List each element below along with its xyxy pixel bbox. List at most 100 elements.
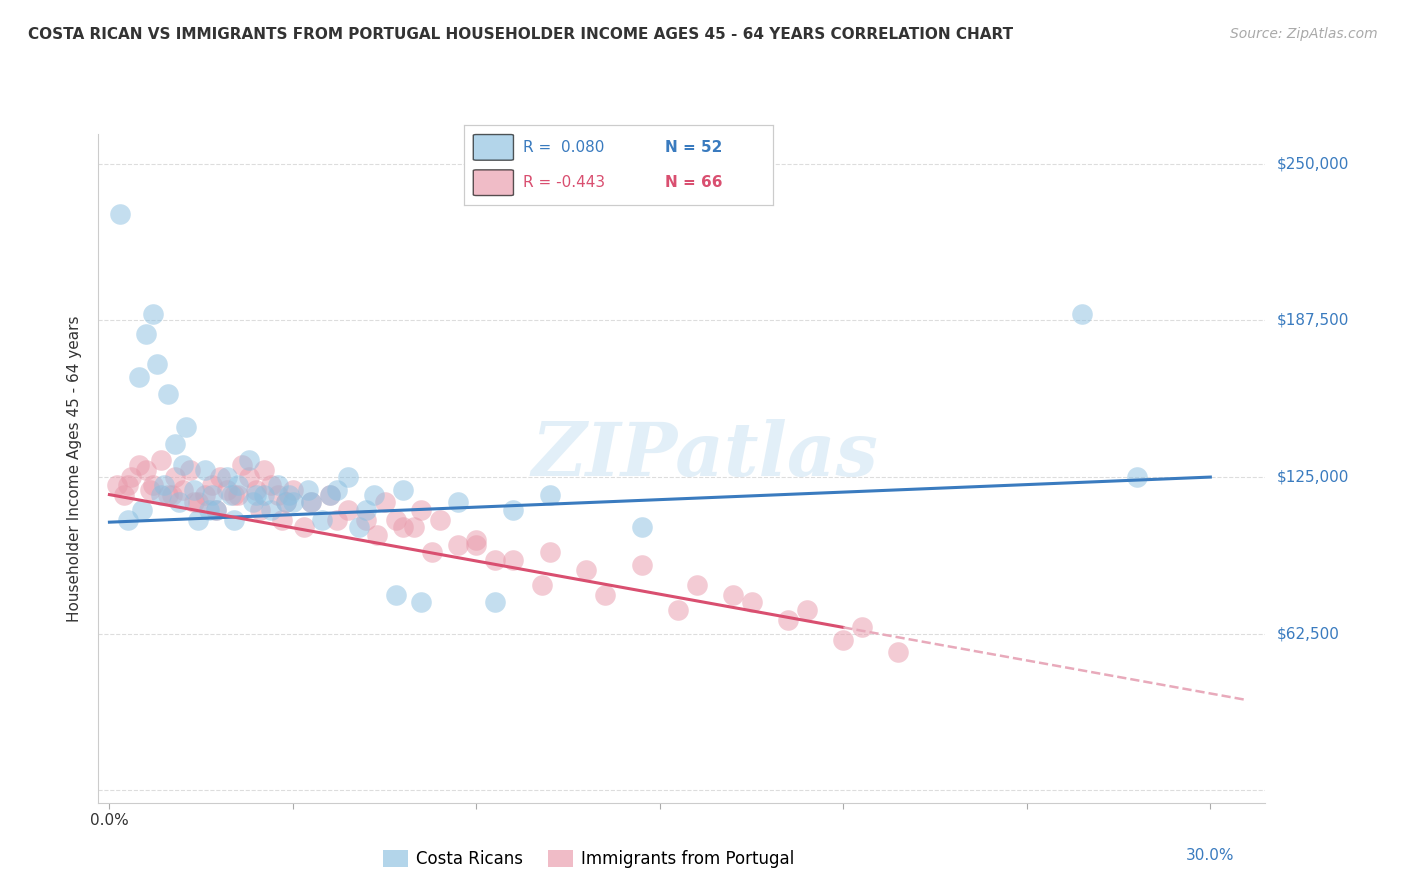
Point — [186, 495, 208, 509]
Point — [165, 470, 187, 484]
Point — [292, 520, 315, 534]
Point — [411, 502, 433, 516]
Point — [142, 307, 165, 321]
Text: $250,000: $250,000 — [1277, 156, 1348, 171]
Point — [347, 520, 370, 534]
Text: $62,500: $62,500 — [1277, 626, 1340, 641]
Point — [167, 495, 190, 509]
Point — [741, 595, 763, 609]
Point — [297, 483, 319, 497]
Point — [183, 495, 205, 509]
Point — [666, 603, 689, 617]
Point — [142, 477, 165, 491]
Point — [326, 513, 349, 527]
Point — [832, 632, 855, 647]
Point — [447, 538, 470, 552]
Point — [392, 483, 415, 497]
Point — [384, 513, 406, 527]
Point — [110, 207, 132, 221]
Point — [267, 477, 290, 491]
Point — [260, 502, 283, 516]
Point — [274, 495, 297, 509]
Point — [139, 483, 162, 497]
Point — [120, 470, 142, 484]
Point — [172, 483, 194, 497]
Point — [238, 470, 260, 484]
Point — [179, 462, 201, 476]
Point — [149, 487, 172, 501]
Text: N = 52: N = 52 — [665, 140, 723, 155]
Point — [392, 520, 415, 534]
Point — [502, 553, 524, 567]
Point — [245, 487, 267, 501]
Point — [465, 538, 488, 552]
Point — [685, 578, 707, 592]
Point — [128, 369, 150, 384]
Point — [796, 603, 818, 617]
Text: Source: ZipAtlas.com: Source: ZipAtlas.com — [1230, 27, 1378, 41]
Point — [197, 502, 219, 516]
Point — [336, 470, 359, 484]
Point — [278, 487, 301, 501]
Text: R = -0.443: R = -0.443 — [523, 175, 605, 190]
Point — [402, 520, 425, 534]
Point — [105, 477, 128, 491]
Point — [299, 495, 322, 509]
Point — [245, 483, 267, 497]
Point — [149, 452, 172, 467]
Point — [531, 578, 554, 592]
Point — [205, 502, 228, 516]
Point — [267, 487, 290, 501]
Point — [160, 487, 183, 501]
Point — [1070, 307, 1092, 321]
Point — [215, 483, 238, 497]
Point — [299, 495, 322, 509]
Point — [311, 513, 333, 527]
Point — [336, 502, 359, 516]
Point — [226, 477, 249, 491]
FancyBboxPatch shape — [474, 169, 513, 195]
Point — [165, 437, 187, 451]
Point — [157, 487, 180, 501]
Point — [484, 553, 506, 567]
Point — [112, 487, 135, 501]
Point — [128, 458, 150, 472]
Point — [356, 502, 378, 516]
Point — [411, 595, 433, 609]
Text: R =  0.080: R = 0.080 — [523, 140, 605, 155]
Text: 30.0%: 30.0% — [1187, 848, 1234, 863]
Point — [429, 513, 451, 527]
Point — [183, 483, 205, 497]
Point — [219, 487, 242, 501]
Legend: Costa Ricans, Immigrants from Portugal: Costa Ricans, Immigrants from Portugal — [375, 843, 801, 875]
Point — [252, 462, 274, 476]
Y-axis label: Householder Income Ages 45 - 64 years: Householder Income Ages 45 - 64 years — [67, 315, 83, 622]
Point — [538, 545, 561, 559]
FancyBboxPatch shape — [474, 135, 513, 161]
Point — [575, 563, 598, 577]
Point — [366, 527, 388, 541]
Point — [274, 495, 297, 509]
Point — [363, 487, 385, 501]
Point — [157, 387, 180, 401]
Point — [201, 487, 224, 501]
Point — [723, 588, 745, 602]
Point — [146, 357, 169, 371]
Point — [630, 520, 652, 534]
Point — [851, 620, 873, 634]
Text: ZIPatlas: ZIPatlas — [531, 418, 879, 491]
Point — [176, 420, 198, 434]
Point — [226, 487, 249, 501]
Text: COSTA RICAN VS IMMIGRANTS FROM PORTUGAL HOUSEHOLDER INCOME AGES 45 - 64 YEARS CO: COSTA RICAN VS IMMIGRANTS FROM PORTUGAL … — [28, 27, 1014, 42]
Point — [384, 588, 406, 602]
Point — [318, 487, 340, 501]
Point — [172, 458, 194, 472]
Point — [224, 513, 246, 527]
Point — [326, 483, 349, 497]
Point — [205, 502, 228, 516]
Point — [356, 513, 378, 527]
Point — [374, 495, 396, 509]
Point — [447, 495, 470, 509]
Point — [1126, 470, 1149, 484]
Point — [194, 462, 217, 476]
